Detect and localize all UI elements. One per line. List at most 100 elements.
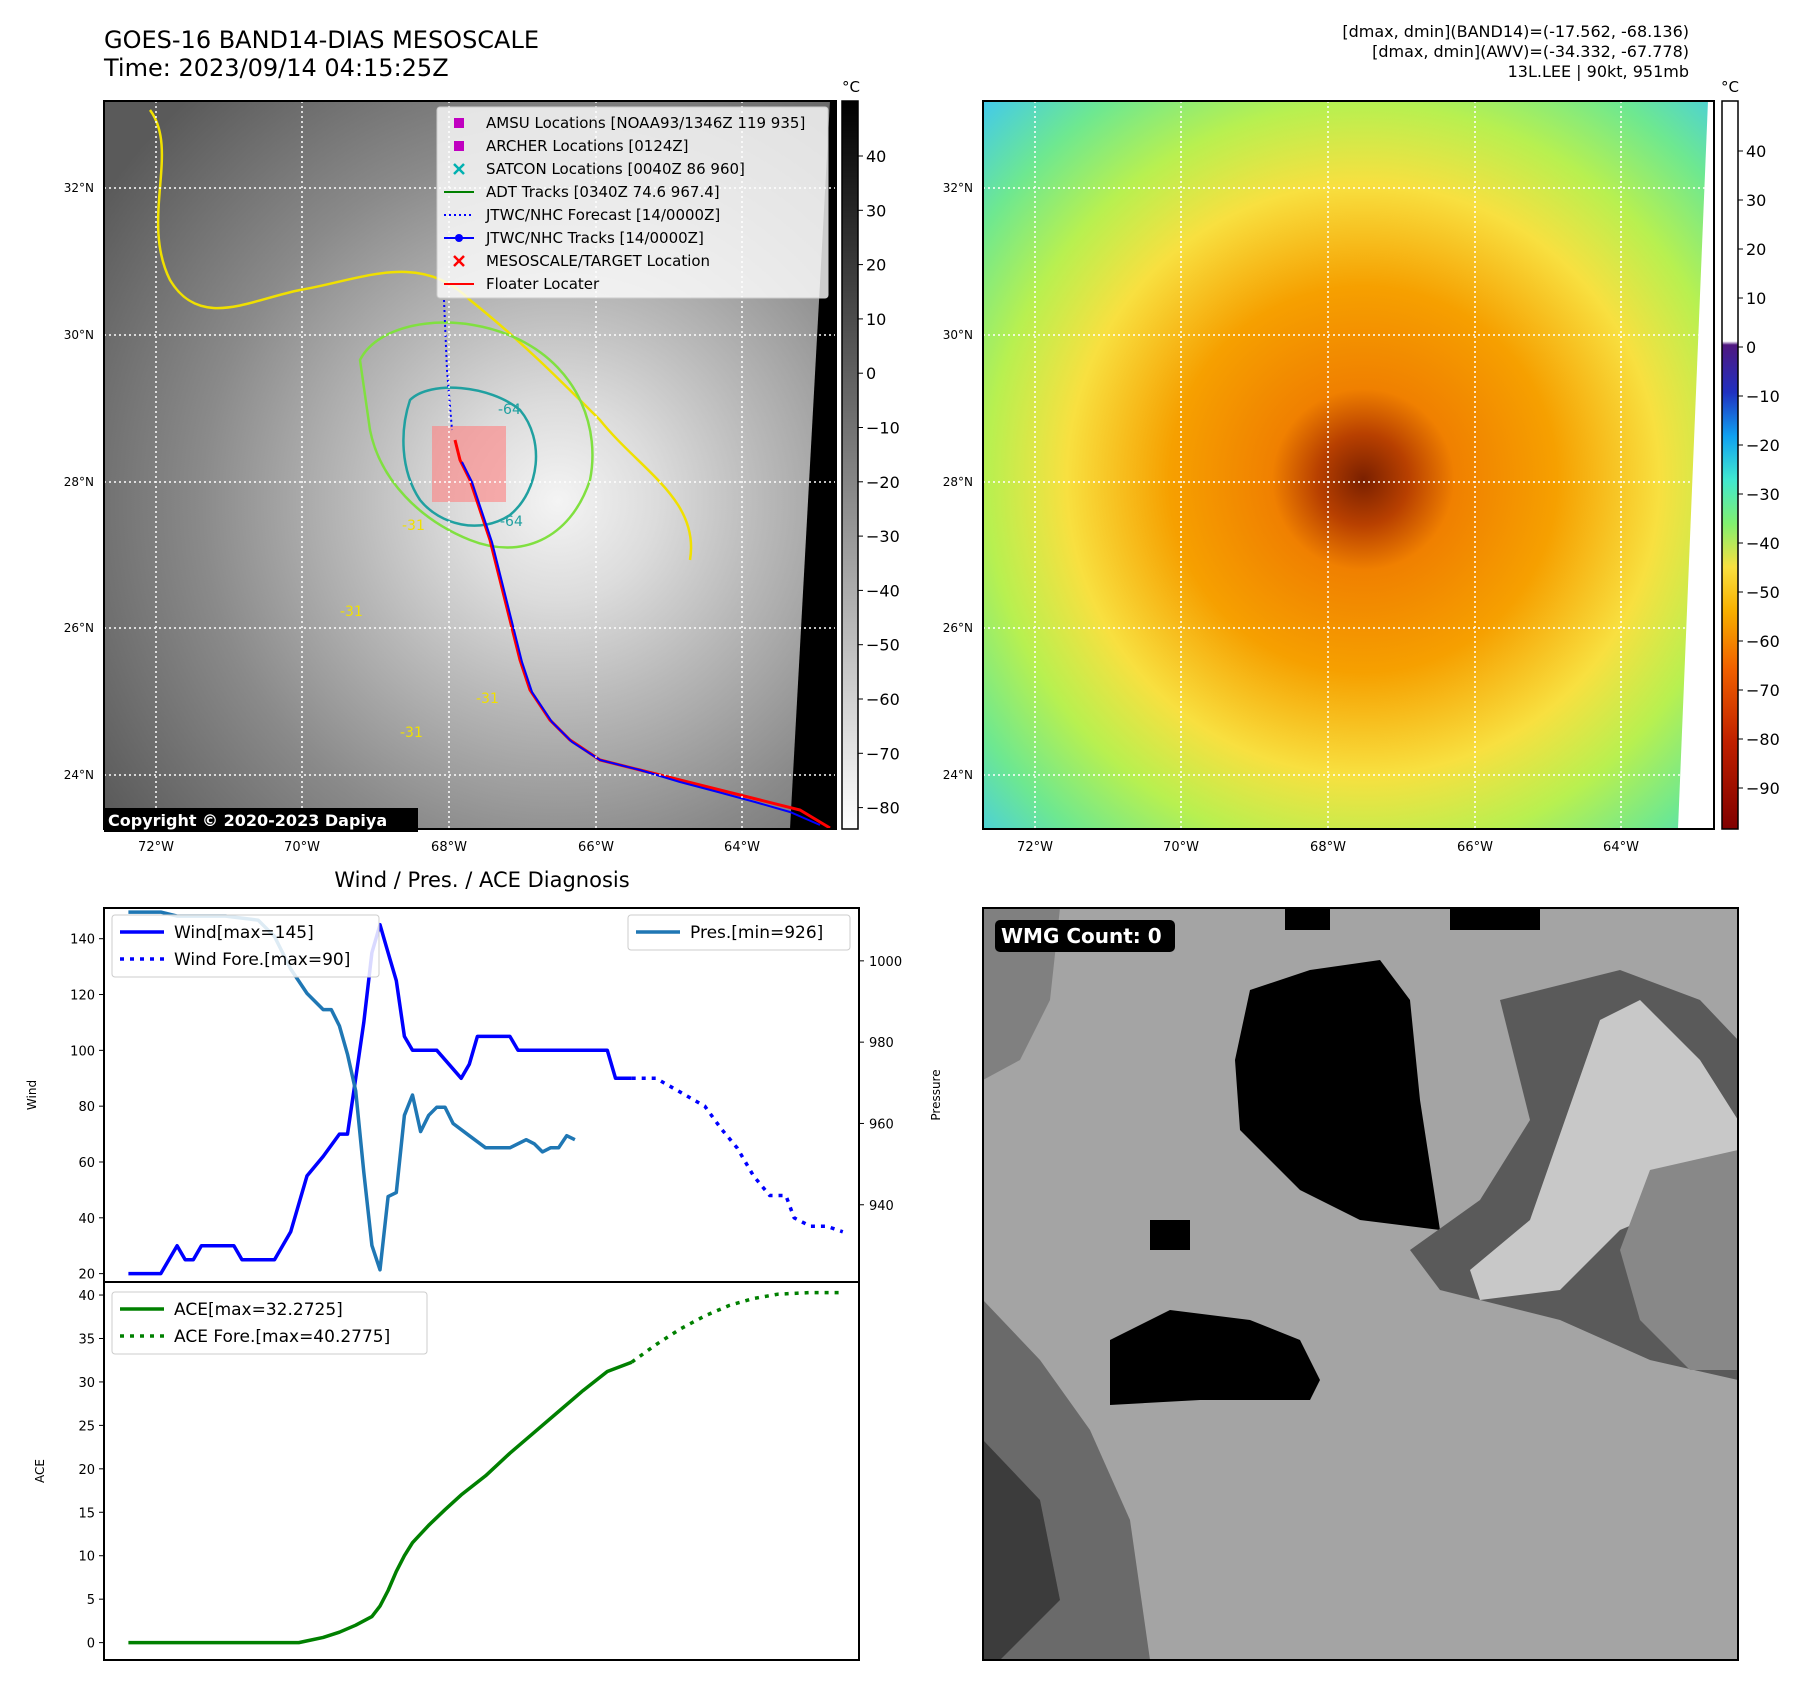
map-title-line1: GOES-16 BAND14-DIAS MESOSCALE — [104, 26, 540, 54]
lat-tick-label: 24°N — [64, 768, 94, 782]
wmg-label-bg — [995, 920, 1175, 952]
colorbar-tick-label: 10 — [866, 310, 886, 329]
colorbar-right — [1721, 100, 1739, 830]
lon-tick-label: 66°W — [1457, 840, 1493, 855]
colorbar-tick-label: 30 — [866, 201, 886, 220]
wmg-black-bar-top — [1285, 908, 1330, 930]
contour-label-6: -31 — [402, 518, 425, 534]
colorbar-tick-label: −30 — [866, 527, 900, 546]
lon-tick-label: 64°W — [1603, 840, 1639, 855]
wmg-panel: WMG Count: 0 — [982, 907, 1739, 1661]
legend-marker-x — [453, 163, 465, 175]
legend-marker-square — [454, 141, 464, 151]
y-tick-label: 30 — [78, 1376, 95, 1391]
colorbar-tick-label: −80 — [1746, 730, 1780, 749]
wind-axis-label: Wind — [25, 1080, 39, 1110]
y-tick-label: 140 — [70, 933, 95, 948]
y-tick-label: 80 — [78, 1100, 95, 1115]
colorbar-tick-label: −20 — [866, 473, 900, 492]
legend-label: ARCHER Locations [0124Z] — [486, 137, 689, 155]
y-tick-label: 0 — [87, 1637, 95, 1652]
ace-axis-label: ACE — [33, 1459, 47, 1483]
lon-tick-label: 70°W — [1163, 840, 1199, 855]
legend-label: SATCON Locations [0040Z 86 960] — [486, 160, 745, 178]
wmg-black-blob-3 — [1150, 1220, 1190, 1250]
lat-tick-label: 28°N — [64, 475, 94, 489]
chart-legend-label: Pres.[min=926] — [690, 923, 823, 943]
chart-legend-label: ACE Fore.[max=40.2775] — [174, 1327, 390, 1347]
contour-label-4: -31 — [476, 691, 499, 707]
colorbar-tick-label: 0 — [1746, 338, 1756, 357]
lon-tick-label: 68°W — [431, 840, 467, 855]
lat-tick-label: 28°N — [943, 475, 973, 489]
y-tick-label: 20 — [78, 1268, 95, 1283]
contour-label-2: -64 — [500, 514, 523, 530]
satellite-map-right: 72°W 70°W 68°W 66°W 64°W 32°N 30°N 28°N 26°N 24°N… — [943, 78, 1780, 855]
series-line — [128, 922, 632, 1276]
lon-tick-label: 70°W — [284, 840, 320, 855]
lat-tick-label: 30°N — [943, 328, 973, 342]
legend-label: JTWC/NHC Tracks [14/0000Z] — [485, 229, 704, 247]
colorbar-tick-label: −10 — [866, 419, 900, 438]
map-title: GOES-16 BAND14-DIAS MESOSCALE Time: 2023… — [104, 26, 539, 82]
map-title-line2: Time: 2023/09/14 04:15:25Z — [104, 54, 449, 82]
y-tick-label: 100 — [70, 1044, 95, 1059]
y2-tick-label: 960 — [869, 1117, 894, 1132]
series-line — [630, 1290, 843, 1364]
colorbar-left — [841, 100, 859, 830]
copyright-text: Copyright © 2020-2023 Dapiya — [108, 811, 387, 830]
diagnosis-chart-title: Wind / Pres. / ACE Diagnosis — [334, 868, 629, 892]
satellite-map-left: 72°W 70°W 68°W 66°W 64°W 32°N 30°N 28°N 26°N 24°N… — [64, 78, 900, 855]
colorbar-tick-label: 30 — [1746, 191, 1766, 210]
colorbar-tick-label: −50 — [1746, 583, 1780, 602]
colorbar-tick-label: 10 — [1746, 289, 1766, 308]
ir-imagery — [983, 101, 1714, 829]
legend-label: MESOSCALE/TARGET Location — [486, 252, 710, 270]
chart-legend-label: Wind Fore.[max=90] — [174, 950, 350, 970]
ace-panel: 0 5 10 15 20 25 30 35 40 ACE[max=32.2725] ACE Fore… — [78, 1289, 843, 1652]
stats-line2: [dmax, dmin](AWV)=(-34.332, -67.778) — [1372, 42, 1689, 61]
stats-line1: [dmax, dmin](BAND14)=(-17.562, -68.136) — [1342, 22, 1689, 41]
colorbar-tick-label: −60 — [1746, 632, 1780, 651]
copyright-bg — [104, 808, 418, 832]
map-contour-labels: -64 -64 -31 -31 -31 -31 — [340, 402, 523, 741]
colorbar-left-ticks: 40 30 20 10 0 −10 −20 −30 −40 −50 −60 −70 −80 — [858, 147, 900, 818]
forecast-track-line — [443, 299, 453, 431]
y-tick-label: 10 — [78, 1550, 95, 1565]
map-legend-box — [436, 106, 829, 299]
contour-teal — [402, 386, 538, 527]
contour-yellow — [148, 109, 693, 561]
series-line — [631, 1076, 844, 1234]
colorbar-right-unit: °C — [1721, 78, 1739, 96]
colorbar-tick-label: 40 — [866, 147, 886, 166]
legend-marker-dot — [455, 234, 463, 242]
colorbar-tick-label: 20 — [866, 256, 886, 275]
chart-legend-label: Wind[max=145] — [174, 923, 314, 943]
colorbar-tick-label: 40 — [1746, 142, 1766, 161]
colorbar-tick-label: −40 — [866, 581, 900, 600]
y-tick-label: 25 — [78, 1419, 95, 1434]
wmg-frame — [982, 907, 1739, 1661]
wind-pressure-panel: 20 40 60 80 100 120 140 940 960 980 1000 Wind[max=1… — [70, 910, 902, 1283]
wmg-black-bar-top-2 — [1450, 908, 1540, 930]
y-tick-label: 35 — [78, 1332, 95, 1347]
colorbar-tick-label: −50 — [866, 636, 900, 655]
y-tick-label: 60 — [78, 1156, 95, 1171]
y-tick-label: 120 — [70, 989, 95, 1004]
map-legend: AMSU Locations [NOAA93/1346Z 119 935] ARC… — [436, 106, 829, 299]
colorbar-tick-label: 0 — [866, 364, 876, 383]
chart-legend-label: ACE[max=32.2725] — [174, 1300, 343, 1320]
colorbar-tick-label: −20 — [1746, 436, 1780, 455]
wmg-black-blob-2 — [1110, 1310, 1320, 1405]
lat-tick-label: 32°N — [64, 181, 94, 195]
colorbar-tick-label: −30 — [1746, 485, 1780, 504]
legend-marker-x — [453, 255, 465, 267]
contour-label-3: -31 — [340, 604, 363, 620]
chart-legend-box — [627, 914, 851, 951]
wmg-mid-region-right — [1620, 1150, 1738, 1370]
map-grid-right: 72°W 70°W 68°W 66°W 64°W 32°N 30°N 28°N 26°N 24°N — [943, 101, 1714, 855]
wmg-black-blob-1 — [1235, 960, 1440, 1230]
legend-label: Floater Locater — [486, 275, 600, 293]
colorbar-tick-label: 20 — [1746, 240, 1766, 259]
y-tick-label: 40 — [78, 1212, 95, 1227]
